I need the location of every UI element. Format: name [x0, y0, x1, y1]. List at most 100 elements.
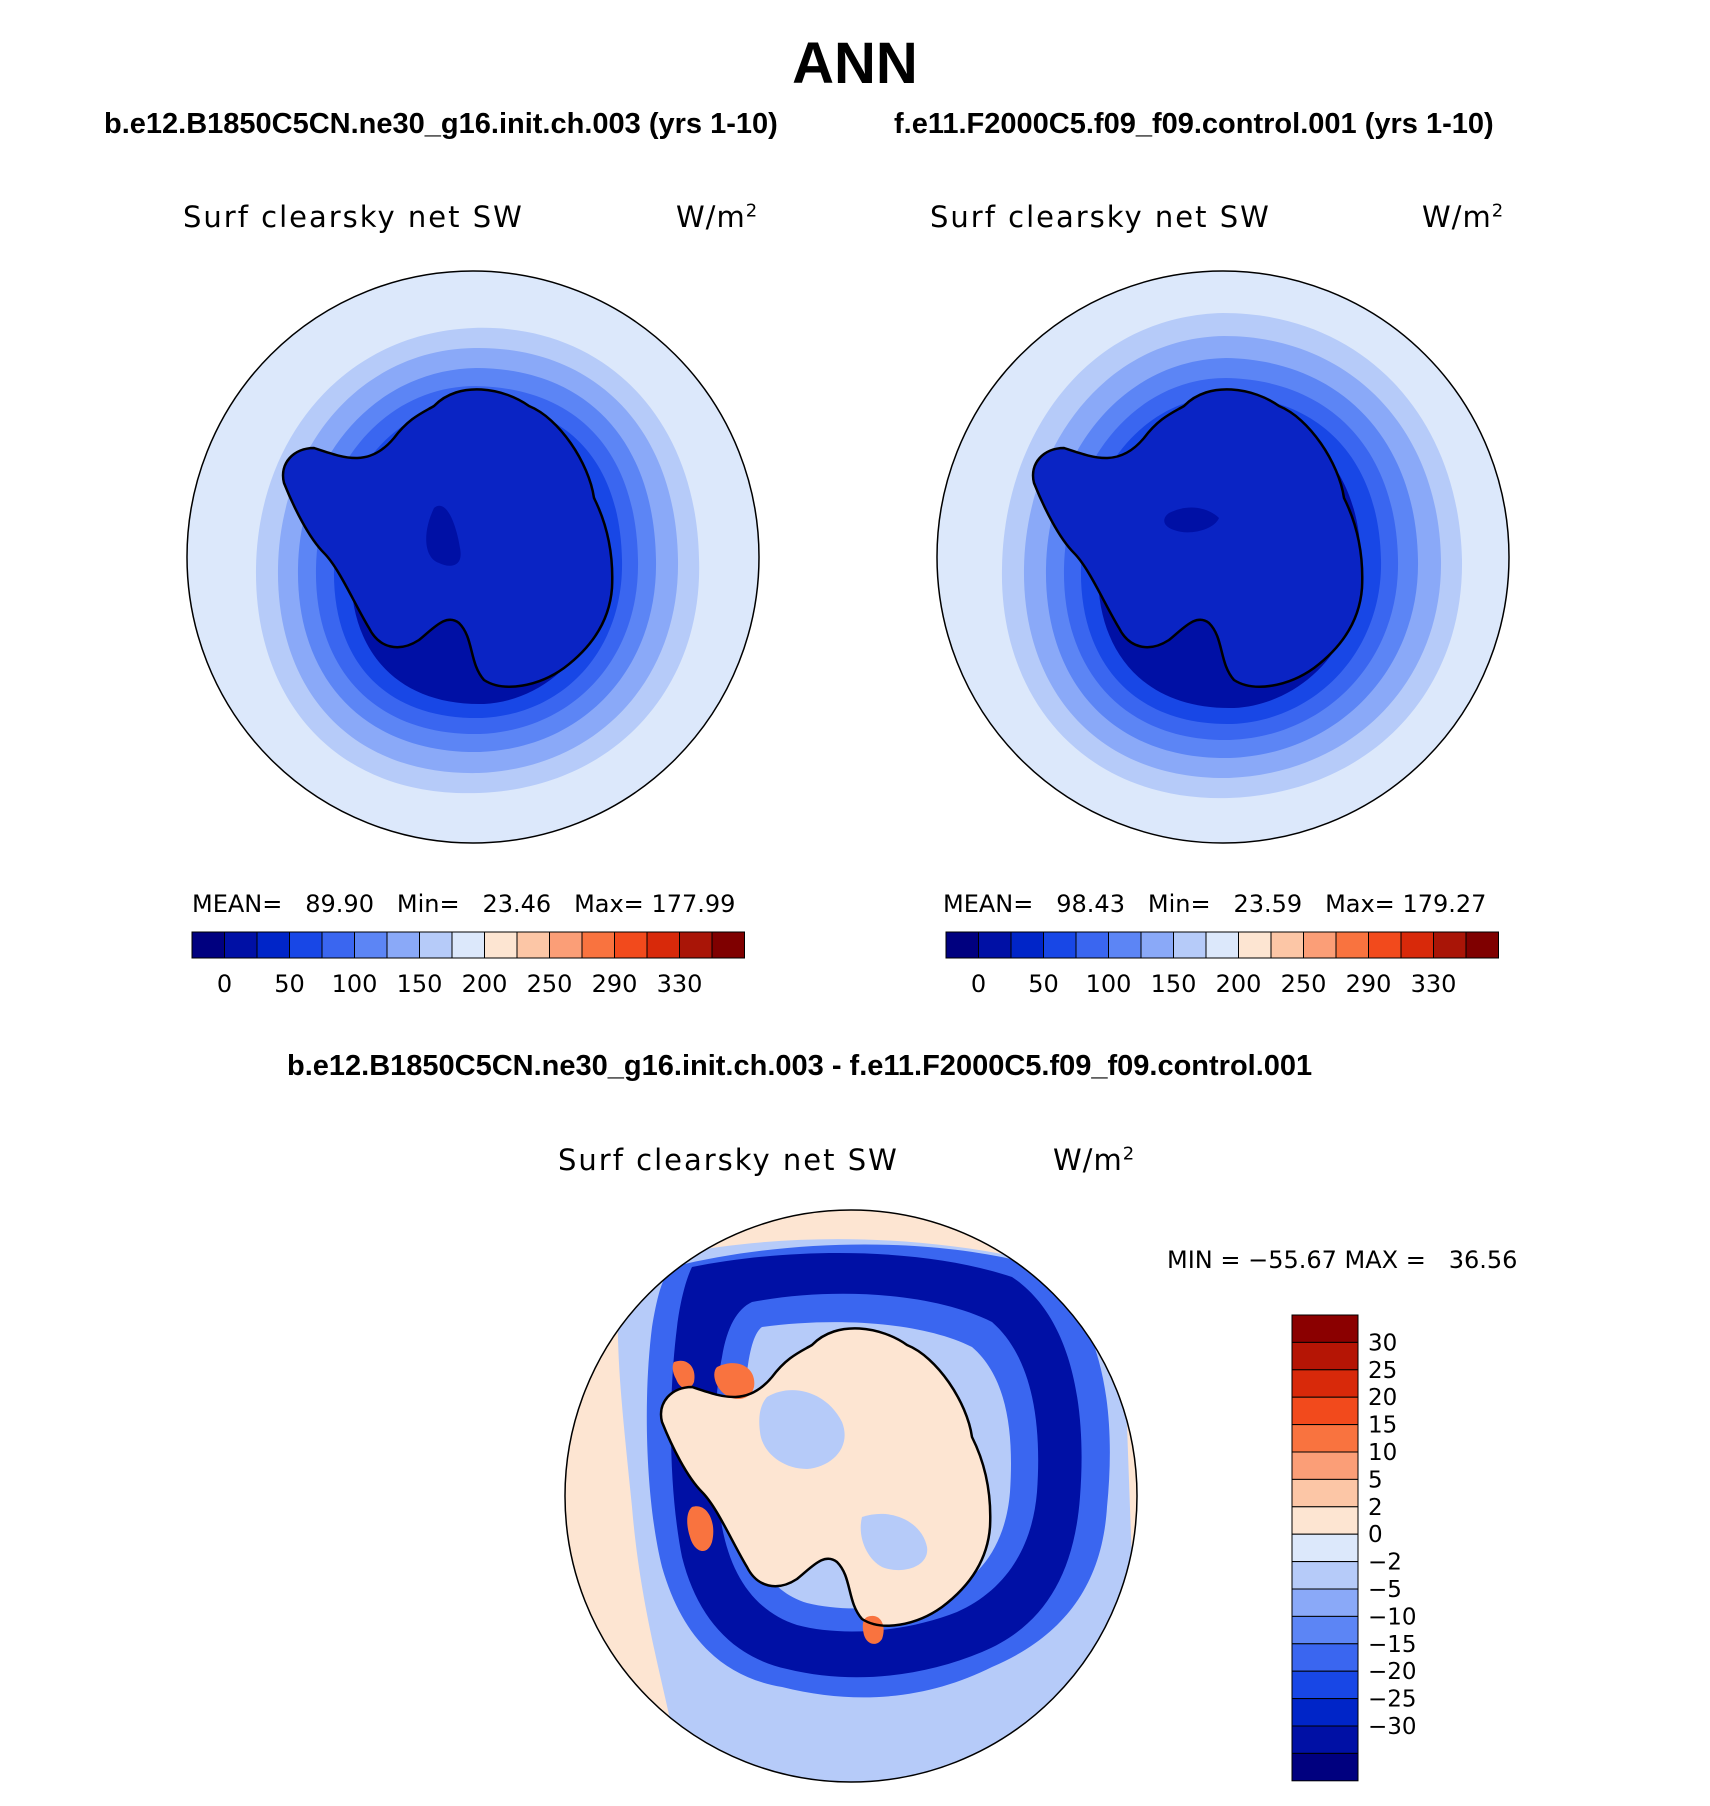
- colorbar-swatch: [386, 931, 420, 959]
- units-label-right: W/m2: [1422, 200, 1505, 234]
- units-label-left: W/m2: [676, 200, 759, 234]
- polar-map-left: [186, 270, 760, 844]
- page-title: ANN: [792, 31, 918, 96]
- colorbar-swatch: [1010, 931, 1044, 959]
- colorbar-tick-label: 2: [1368, 1495, 1383, 1521]
- colorbar-tick-label: 150: [1151, 970, 1197, 998]
- colorbar-swatch: [1291, 1588, 1359, 1617]
- polar-map-diff: [564, 1209, 1138, 1783]
- colorbar-tick-label: 100: [332, 970, 378, 998]
- colorbar-tick-label: 50: [274, 970, 305, 998]
- colorbar-tick-label: 0: [1368, 1522, 1383, 1548]
- colorbar-swatch: [1291, 1451, 1359, 1480]
- colorbar-swatch: [451, 931, 485, 959]
- colorbar-swatch: [419, 931, 453, 959]
- colorbar-swatch: [679, 931, 713, 959]
- diff-units-label: W/m2: [1053, 1143, 1136, 1177]
- colorbar-swatch: [945, 931, 979, 959]
- variable-label-left: Surf clearsky net SW: [183, 200, 524, 234]
- colorbar-swatch: [1291, 1698, 1359, 1727]
- stats-left: MEAN= 89.90 Min= 23.46 Max= 177.99: [192, 890, 736, 918]
- colorbar-tick-label: −2: [1368, 1550, 1402, 1576]
- colorbar-swatch: [1368, 931, 1402, 959]
- colorbar-swatch: [1291, 1369, 1359, 1398]
- colorbar-tick-label: 200: [462, 970, 508, 998]
- colorbar-swatch: [1291, 1725, 1359, 1754]
- colorbar-tick-label: 0: [971, 970, 986, 998]
- colorbar-swatch: [1291, 1643, 1359, 1672]
- colorbar-swatch: [1291, 1752, 1359, 1782]
- diff-minmax: MIN = −55.67 MAX = 36.56: [1167, 1246, 1518, 1274]
- colorbar-swatch: [516, 931, 550, 959]
- colorbar-tick-label: −15: [1368, 1632, 1417, 1658]
- colorbar-swatch: [1291, 1533, 1359, 1563]
- colorbar-swatch: [1433, 931, 1467, 959]
- colorbar-tick-label: −25: [1368, 1687, 1417, 1713]
- diff-variable-label: Surf clearsky net SW: [558, 1143, 899, 1177]
- colorbar-tick-label: 5: [1368, 1467, 1383, 1493]
- colorbar-tick-label: 200: [1216, 970, 1262, 998]
- colorbar-swatch: [1043, 931, 1077, 959]
- colorbar-swatch: [1291, 1615, 1359, 1645]
- colorbar-tick-label: 330: [657, 970, 703, 998]
- colorbar-swatch: [1108, 931, 1142, 959]
- colorbar-swatch: [484, 931, 518, 959]
- colorbar-tick-label: 25: [1368, 1358, 1397, 1384]
- colorbar-swatch: [1291, 1561, 1359, 1590]
- colorbar-swatch: [1303, 931, 1337, 959]
- colorbar-tick-label: 10: [1368, 1440, 1397, 1466]
- colorbar-swatch: [1400, 931, 1434, 959]
- colorbar-swatch: [1291, 1314, 1359, 1343]
- colorbar-tick-label: 290: [1346, 970, 1392, 998]
- colorbar-tick-label: 150: [397, 970, 443, 998]
- colorbar-swatch: [1335, 931, 1369, 959]
- colorbar-swatch: [224, 931, 258, 959]
- colorbar-swatch: [289, 931, 323, 959]
- colorbar-swatch: [1270, 931, 1304, 959]
- stats-right: MEAN= 98.43 Min= 23.59 Max= 179.27: [943, 890, 1487, 918]
- colorbar-tick-label: 250: [1281, 970, 1327, 998]
- colorbar-swatch: [191, 931, 225, 959]
- colorbar-tick-label: 250: [527, 970, 573, 998]
- colorbar-swatch: [978, 931, 1012, 959]
- colorbar-swatch: [354, 931, 388, 959]
- colorbar-tick-label: −30: [1368, 1714, 1417, 1740]
- colorbar-tick-label: 290: [592, 970, 638, 998]
- case-title-left: b.e12.B1850C5CN.ne30_g16.init.ch.003 (yr…: [104, 108, 778, 140]
- colorbar-swatch: [1291, 1478, 1359, 1508]
- colorbar-tick-label: 330: [1411, 970, 1457, 998]
- colorbar-right: 0 50 100 150 200 250 290 330: [945, 931, 1499, 998]
- colorbar-swatch: [1465, 931, 1499, 959]
- colorbar-tick-label: −5: [1368, 1577, 1402, 1603]
- colorbar-swatch: [1291, 1424, 1359, 1453]
- colorbar-swatch: [256, 931, 290, 959]
- colorbar-swatch: [1075, 931, 1109, 959]
- colorbar-tick-label: −20: [1368, 1659, 1417, 1685]
- colorbar-swatch: [1173, 931, 1207, 959]
- colorbar-tick-label: 100: [1086, 970, 1132, 998]
- colorbar-left: 0 50 100 150 200 250 290 330: [191, 931, 745, 998]
- colorbar-swatch: [549, 931, 583, 959]
- colorbar-swatch: [1291, 1506, 1359, 1535]
- colorbar-swatch: [1238, 931, 1272, 959]
- colorbar-swatch: [711, 931, 745, 959]
- colorbar-swatch: [1205, 931, 1239, 959]
- polar-map-right: [936, 270, 1510, 844]
- colorbar-swatch: [1291, 1396, 1359, 1426]
- colorbar-tick-label: 0: [217, 970, 232, 998]
- colorbar-tick-label: 15: [1368, 1413, 1397, 1439]
- colorbar-swatch: [646, 931, 680, 959]
- diff-case-title: b.e12.B1850C5CN.ne30_g16.init.ch.003 - f…: [287, 1050, 1313, 1082]
- case-title-right: f.e11.F2000C5.f09_f09.control.001 (yrs 1…: [894, 108, 1494, 140]
- colorbar-swatch: [1291, 1341, 1359, 1371]
- colorbar-swatch: [614, 931, 648, 959]
- colorbar-tick-label: 20: [1368, 1385, 1397, 1411]
- colorbar-swatch: [321, 931, 355, 959]
- variable-label-right: Surf clearsky net SW: [930, 200, 1271, 234]
- colorbar-swatch: [1291, 1670, 1359, 1700]
- colorbar-swatch: [581, 931, 615, 959]
- colorbar-tick-label: 50: [1028, 970, 1059, 998]
- colorbar-tick-label: 30: [1368, 1330, 1397, 1356]
- colorbar-tick-label: −10: [1368, 1604, 1417, 1630]
